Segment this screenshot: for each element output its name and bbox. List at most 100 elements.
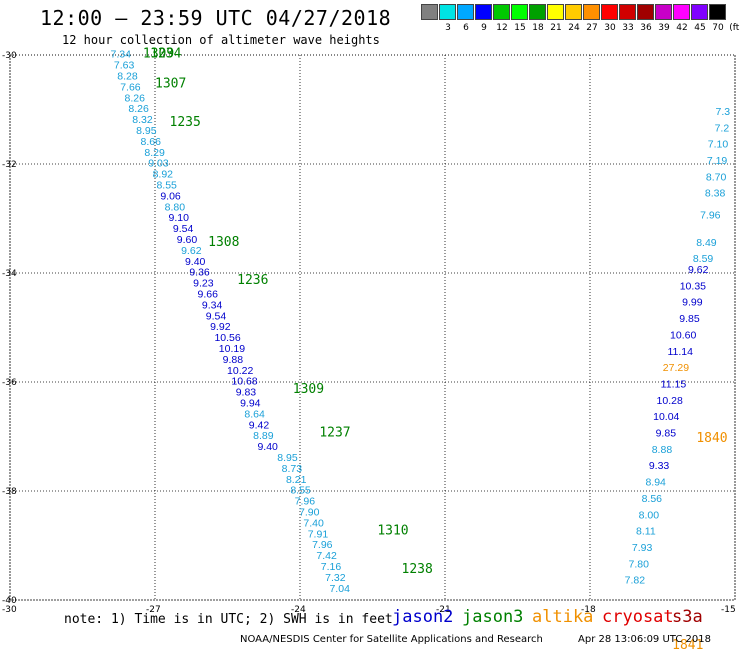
swh-value-label: 10.19 [219,343,245,355]
pass-time-label: 1309 [293,382,324,397]
color-scale-tick: 30 [604,23,616,33]
swh-value-label: 8.21 [286,474,307,486]
swh-value-label: 7.34 [111,49,132,61]
swh-value-label: 9.36 [189,267,210,279]
color-scale-tick: 39 [658,23,670,33]
pass-time-label: 1840 [696,431,727,446]
swh-value-label: 9.06 [160,190,181,202]
swh-value-label: 9.85 [679,313,700,325]
swh-value-label: 8.64 [244,408,265,420]
swh-value-label: 7.82 [625,575,646,587]
swh-value-label: 8.66 [141,136,162,148]
swh-value-label: 9.92 [210,321,231,333]
swh-value-label: 10.35 [680,280,706,292]
color-scale-tick: 3 [445,23,451,33]
generation-timestamp: Apr 28 13:06:09 UTC 2018 [578,634,711,645]
pass-time-label: 1309 [143,47,174,62]
pass-time-label: 1234 [150,47,181,62]
color-scale-tick: 12 [496,23,508,33]
color-swatch [493,4,510,20]
color-swatch [565,4,582,20]
color-swatch [637,4,654,20]
swh-value-label: 10.60 [670,329,696,341]
latitude-tick-label: -30 [2,51,17,61]
swh-value-label: 7.42 [316,550,337,562]
color-scale-tick: 70 [712,23,724,33]
page-title: 12:00 – 23:59 UTC 04/27/2018 [40,6,392,30]
swh-value-label: 8.89 [253,430,274,442]
swh-value-label: 8.29 [144,147,165,159]
swh-value-label: 8.55 [290,485,311,497]
color-swatch [619,4,636,20]
swh-value-label: 9.66 [198,289,219,301]
pass-time-label: 1841 [672,638,703,650]
swh-value-label: 8.55 [156,180,177,192]
color-swatch [547,4,564,20]
color-scale-tick: 33 [622,23,634,33]
swh-value-label: 8.73 [282,463,303,475]
color-scale-tick: 6 [463,23,469,33]
color-swatch [691,4,708,20]
color-swatch [655,4,672,20]
swh-value-label: 9.42 [249,419,270,431]
swh-value-label: 7.63 [114,60,135,72]
swh-value-label: 7.91 [308,528,329,540]
swh-value-label: 7.04 [329,583,350,595]
swh-value-label: 7.16 [321,561,342,573]
swh-value-label: 7.66 [120,81,141,93]
swh-value-label: 8.95 [277,452,298,464]
pass-time-label: 1238 [402,562,433,577]
swh-value-label: 8.70 [706,171,727,183]
color-scale-tick: 24 [568,23,580,33]
swh-value-label: 8.26 [128,103,149,115]
color-swatch [673,4,690,20]
swh-value-label: 8.28 [117,71,138,83]
longitude-tick-label: -18 [581,605,596,615]
page-subtitle: 12 hour collection of altimeter wave hei… [62,33,380,47]
pass-time-label: 1237 [319,426,350,441]
swh-value-label: 7.80 [629,558,650,570]
longitude-tick-label: -27 [146,605,161,615]
color-swatch [601,4,618,20]
latitude-tick-label: -34 [2,269,17,279]
pass-time-label: 1235 [170,115,201,130]
legend-jason3: jason3 [462,607,524,627]
color-scale-tick: 45 [694,23,706,33]
swh-value-label: 9.23 [193,278,214,290]
credit-line: NOAA/NESDIS Center for Satellite Applica… [240,634,543,645]
color-swatch [457,4,474,20]
longitude-tick-label: -24 [291,605,306,615]
swh-value-label: 11.15 [661,378,687,390]
color-scale-tick: 15 [514,23,526,33]
swh-value-label: 8.11 [636,526,656,538]
legend-altika: altika [532,607,594,627]
pass-time-label: 1307 [155,77,186,92]
swh-value-label: 8.32 [132,114,153,126]
swh-value-label: 7.93 [632,542,653,554]
color-scale-tick: 27 [586,23,598,33]
swh-value-label: 7.90 [299,507,320,519]
swh-value-label: 7.19 [707,155,728,167]
swh-value-label: 9.03 [148,158,169,170]
color-swatch [583,4,600,20]
swh-value-label: 7.3 [716,106,731,118]
color-swatch [475,4,492,20]
swh-value-label: 9.40 [257,441,278,453]
swh-value-label: 9.34 [202,299,223,311]
swh-value-label: 9.40 [185,256,206,268]
swh-value-label: 10.22 [227,365,253,377]
swh-value-label: 7.96 [700,210,721,222]
legend-jason2: jason2 [392,607,454,627]
color-swatch [421,4,438,20]
swh-value-label: 8.88 [652,444,673,456]
swh-value-label: 9.99 [682,297,703,309]
swh-value-label: 7.32 [325,572,346,584]
swh-value-label: 9.85 [656,428,677,440]
swh-value-label: 7.2 [715,122,730,134]
swh-value-label: 9.60 [177,234,198,246]
color-swatch [439,4,456,20]
color-swatch [511,4,528,20]
swh-value-label: 9.10 [169,212,190,224]
swh-value-label: 8.59 [693,253,714,265]
